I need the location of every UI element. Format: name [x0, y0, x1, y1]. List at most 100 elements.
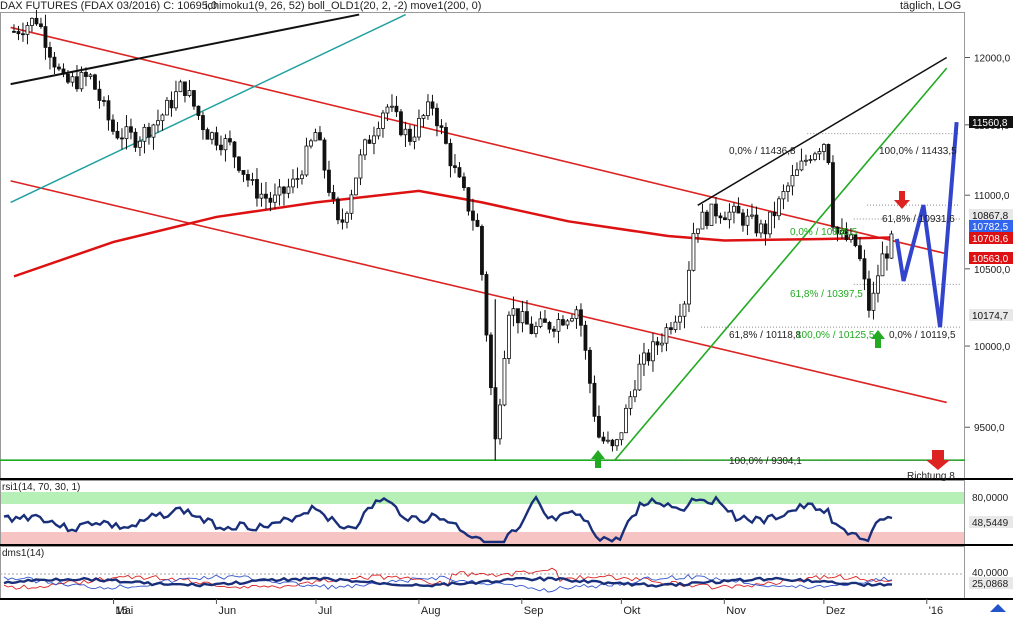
- candle-body: [786, 185, 790, 192]
- candle-body: [885, 253, 889, 259]
- arrow-up-icon: [591, 450, 605, 468]
- candle-body: [772, 211, 777, 217]
- arrow-down-icon: [894, 191, 910, 209]
- candle-body: [250, 179, 255, 181]
- price-label-box: [969, 116, 1013, 128]
- price-label-box: [969, 252, 1013, 264]
- candle-body: [403, 128, 408, 136]
- candle-body: [579, 309, 583, 326]
- candle-body: [538, 318, 543, 327]
- price-label-box: [969, 220, 1013, 232]
- candle-body: [394, 105, 399, 113]
- rsi-value-label: 48,5449: [972, 518, 1009, 529]
- candle-body: [655, 341, 660, 346]
- candle-body: [714, 203, 718, 217]
- candle-body: [295, 178, 300, 180]
- price-label: 10782,5: [972, 222, 1009, 233]
- candle-body: [246, 174, 250, 181]
- fib-annotation: 61,8% / 10931,6: [882, 214, 955, 225]
- candle-body: [124, 126, 129, 140]
- candle-body: [768, 211, 772, 235]
- fib-annotation: 0,0% / 11436,8: [729, 146, 796, 157]
- candle-body: [552, 328, 556, 332]
- candle-body: [43, 26, 48, 48]
- candle-body: [291, 178, 295, 188]
- x-tick-label: '16: [929, 605, 943, 617]
- candle-body: [556, 319, 561, 332]
- candle-body: [705, 211, 709, 226]
- candle-body: [282, 186, 286, 194]
- candle-body: [637, 363, 642, 391]
- candle-body: [691, 233, 696, 271]
- candle-body: [448, 142, 453, 167]
- candle-body: [336, 198, 340, 221]
- price-label: 11560,8: [972, 118, 1008, 129]
- candle-body: [736, 205, 741, 214]
- candle-body: [259, 193, 264, 199]
- candle-body: [543, 318, 547, 323]
- dms-value-label: 25,0868: [972, 579, 1009, 590]
- candle-body: [115, 130, 120, 139]
- candle-body: [232, 141, 237, 158]
- candle-body: [525, 311, 529, 325]
- dms-panel-frame: [0, 546, 965, 599]
- candle-body: [570, 318, 574, 322]
- candle-body: [210, 132, 214, 140]
- candle-body: [367, 139, 372, 144]
- candle-body: [345, 212, 349, 223]
- candle-body: [277, 186, 282, 196]
- candle-body: [862, 258, 867, 280]
- candle-body: [399, 111, 403, 136]
- candle-body: [835, 226, 840, 235]
- x-tick-label: 15: [116, 605, 128, 617]
- price-label: 10563,0: [972, 254, 1009, 265]
- adx-line: [3, 576, 893, 588]
- candle-body: [322, 139, 327, 171]
- candle-body: [21, 33, 25, 36]
- x-tick-label: Jun: [218, 605, 236, 617]
- candle-body: [844, 229, 849, 241]
- candle-body: [142, 126, 147, 142]
- fib-annotation: 0,0% / 10119,5: [889, 330, 956, 341]
- projection-zigzag: [894, 121, 959, 328]
- fib-annotation: 100,0% / 9304,1: [729, 456, 802, 467]
- candle-body: [201, 115, 205, 131]
- candle-body: [439, 125, 444, 128]
- candle-body: [790, 175, 795, 187]
- candle-body: [223, 138, 228, 151]
- candle-body: [826, 144, 831, 164]
- candle-body: [660, 342, 664, 346]
- y-tick-label: 9500,0: [974, 423, 1005, 434]
- candle-body: [466, 187, 471, 212]
- price-label-box: [969, 232, 1013, 244]
- candle-body: [745, 215, 750, 226]
- candle-body: [871, 292, 876, 311]
- candle-body: [313, 132, 318, 142]
- candle-body: [876, 275, 880, 294]
- candle-body: [849, 234, 853, 241]
- dms-value-box: [969, 577, 1013, 589]
- candle-body: [529, 323, 534, 334]
- x-tick-label: Jul: [318, 605, 332, 617]
- candle-body: [39, 23, 43, 27]
- candle-body: [358, 154, 363, 179]
- candle-body: [642, 352, 646, 365]
- candle-body: [327, 169, 331, 193]
- candle-body: [781, 191, 786, 200]
- x-tick-label: Nov: [726, 605, 746, 617]
- candle-body: [331, 192, 336, 200]
- candle-body: [507, 314, 511, 359]
- candle-body: [304, 145, 309, 176]
- chart-title: DAX FUTURES (FDAX 03/2016) C: 10695,0: [0, 0, 218, 12]
- candle-body: [390, 105, 394, 108]
- candle-body: [867, 278, 871, 311]
- candle-body: [628, 396, 633, 409]
- candle-body: [750, 214, 754, 217]
- candle-body: [484, 274, 489, 336]
- candle-body: [79, 71, 84, 90]
- candle-body: [889, 233, 894, 259]
- candle-body: [268, 197, 273, 203]
- candle-body: [318, 132, 322, 141]
